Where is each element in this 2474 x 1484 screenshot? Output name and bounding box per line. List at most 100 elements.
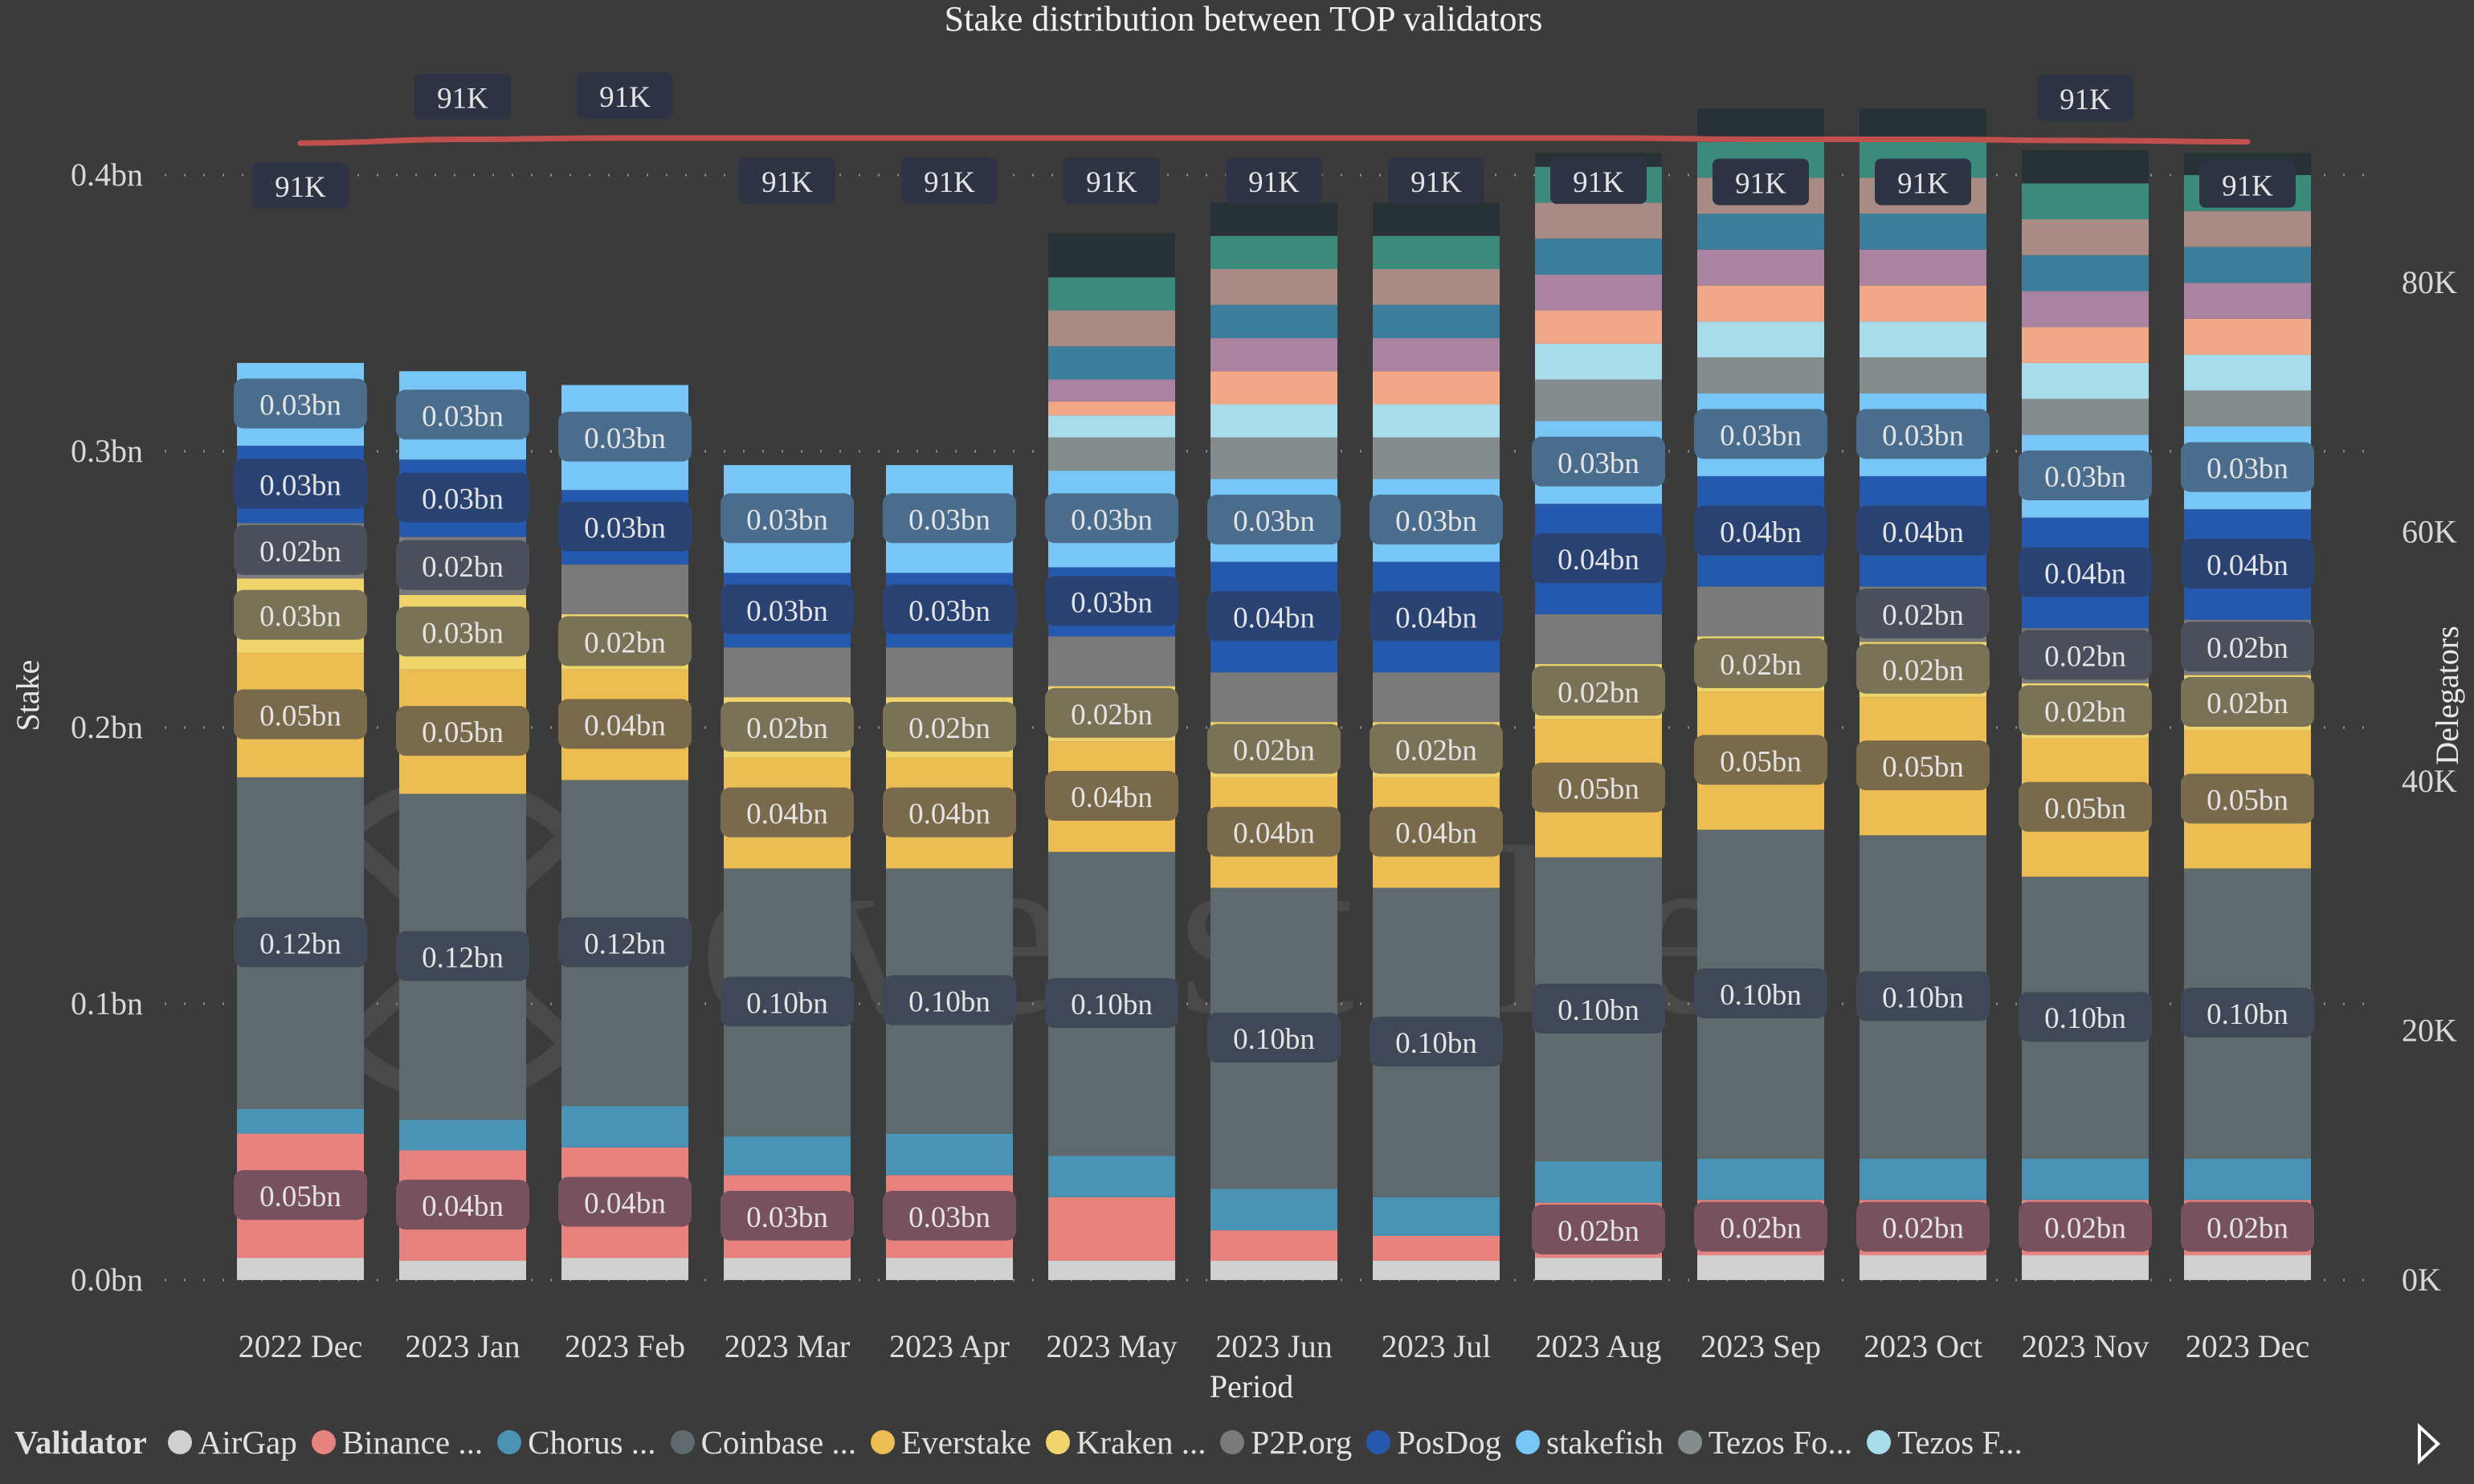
bar-segment xyxy=(1048,233,1175,278)
legend-item[interactable]: Binance ... xyxy=(311,1423,483,1462)
x-tick-label: 2022 Dec xyxy=(239,1328,362,1364)
data-label: 0.10bn xyxy=(1233,1023,1315,1056)
delegators-label-box xyxy=(2199,161,2296,208)
bar-segment xyxy=(1210,437,1337,479)
legend-label: Chorus ... xyxy=(528,1424,656,1461)
legend-item[interactable]: Tezos F... xyxy=(1867,1423,2023,1462)
delegators-label: 91K xyxy=(761,166,813,199)
legend-label: Tezos F... xyxy=(1897,1424,2023,1461)
bar-segment xyxy=(1860,1255,1986,1280)
data-label: 0.03bn xyxy=(908,595,990,628)
data-label: 0.04bn xyxy=(1882,516,1964,549)
delegators-label-box xyxy=(1226,157,1322,204)
bar-segment xyxy=(1048,437,1175,471)
legend-label: Everstake xyxy=(901,1424,1031,1461)
data-label: 0.04bn xyxy=(1557,544,1639,577)
data-label-box xyxy=(234,459,367,509)
legend-item[interactable]: Chorus ... xyxy=(497,1423,656,1462)
bar-segment xyxy=(2022,362,2149,399)
bar-segment xyxy=(2184,318,2311,355)
data-label: 0.02bn xyxy=(1557,676,1639,709)
data-label-box xyxy=(2019,1201,2152,1252)
data-label: 0.03bn xyxy=(1395,505,1477,538)
bar-segment xyxy=(1373,672,1500,723)
bar-segment xyxy=(1860,214,1986,250)
y-tick-label: 0.3bn xyxy=(71,433,143,469)
legend-item[interactable]: AirGap xyxy=(167,1423,297,1462)
data-label: 0.03bn xyxy=(584,422,666,455)
data-label: 0.03bn xyxy=(1233,505,1315,538)
legend-item[interactable]: PosDog xyxy=(1366,1423,1501,1462)
bar-segment xyxy=(1697,357,1824,393)
data-label: 0.02bn xyxy=(1882,599,1964,632)
bar-segment xyxy=(1048,277,1175,311)
data-label: 0.04bn xyxy=(422,1190,504,1223)
legend-item[interactable]: Tezos Fo... xyxy=(1677,1423,1853,1462)
data-label: 0.12bn xyxy=(259,928,341,960)
delegators-label-box xyxy=(577,71,673,119)
data-label-box xyxy=(1856,588,1990,638)
legend-label: stakefish xyxy=(1546,1424,1664,1461)
data-label-box xyxy=(1207,724,1341,774)
data-label: 0.03bn xyxy=(908,1201,990,1234)
data-label: 0.02bn xyxy=(584,626,666,659)
data-label: 0.02bn xyxy=(908,712,990,745)
data-label-box xyxy=(1370,806,1503,857)
bar-segment xyxy=(724,1258,851,1280)
bar-segment xyxy=(1373,202,1500,236)
data-label: 0.02bn xyxy=(1720,649,1802,682)
data-label: 0.02bn xyxy=(1882,1213,1964,1246)
bar-segment xyxy=(1860,357,1986,393)
x-tick-label: 2023 Jul xyxy=(1382,1328,1492,1364)
bar-segment xyxy=(2022,183,2149,220)
legend-item[interactable]: P2P.org xyxy=(1220,1423,1352,1462)
data-label-box xyxy=(2181,539,2314,589)
data-label: 0.03bn xyxy=(2207,453,2288,486)
data-label: 0.03bn xyxy=(422,483,504,516)
data-label-box xyxy=(1370,495,1503,544)
data-label: 0.05bn xyxy=(1557,773,1639,806)
y2-tick-label: 80K xyxy=(2402,264,2457,300)
legend-label: Tezos Fo... xyxy=(1708,1424,1853,1461)
bar-2023-feb: 0.04bn 0.12bn 0.04bn 0.02bn 0.03bn 0.03bn xyxy=(558,385,692,1280)
data-label-box xyxy=(1370,1017,1503,1067)
data-label-box xyxy=(234,378,367,429)
bar-segment xyxy=(1860,285,1986,322)
data-label: 0.05bn xyxy=(1720,745,1802,778)
data-label: 0.04bn xyxy=(1233,601,1315,634)
bar-segment xyxy=(1373,371,1500,405)
data-label-box xyxy=(234,1170,367,1221)
bar-segment xyxy=(237,1108,364,1134)
legend-next-arrow-icon[interactable] xyxy=(2418,1423,2440,1465)
y-axis: 0.0bn 0.1bn 0.2bn 0.3bn 0.4bn xyxy=(71,157,143,1298)
bar-segment xyxy=(1535,310,1662,344)
bar-segment xyxy=(1373,1197,1500,1236)
bar-2023-sep: 0.02bn 0.10bn 0.05bn 0.02bn 0.04bn 0.03bn xyxy=(1694,108,1827,1280)
bar-segment xyxy=(2184,1158,2311,1201)
data-label-box xyxy=(883,702,1016,752)
data-label-box xyxy=(2019,547,2152,597)
legend-item[interactable]: Coinbase ... xyxy=(670,1423,856,1462)
data-label-box xyxy=(2019,630,2152,680)
data-label-box xyxy=(2019,450,2152,500)
data-label: 0.03bn xyxy=(584,512,666,545)
data-label-box xyxy=(396,931,529,981)
bar-segment xyxy=(1373,337,1500,372)
data-label-box xyxy=(1856,971,1990,1021)
bar-segment xyxy=(1373,304,1500,338)
data-label-box xyxy=(1856,505,1990,556)
data-label-box xyxy=(721,702,854,752)
legend-item[interactable]: stakefish xyxy=(1516,1423,1664,1462)
bar-segment xyxy=(2022,150,2149,184)
data-label-box xyxy=(883,975,1016,1025)
data-label: 0.03bn xyxy=(422,400,504,433)
bar-segment xyxy=(399,1260,526,1280)
bar-segment xyxy=(2184,283,2311,319)
legend-title: Validator xyxy=(14,1424,147,1461)
legend-item[interactable]: Kraken ... xyxy=(1045,1423,1206,1462)
data-label: 0.02bn xyxy=(2207,687,2288,720)
legend-item[interactable]: Everstake xyxy=(871,1423,1031,1462)
x-tick-label: 2023 Dec xyxy=(2186,1328,2309,1364)
data-label: 0.03bn xyxy=(1720,419,1802,452)
delegators-label-box xyxy=(901,157,998,204)
